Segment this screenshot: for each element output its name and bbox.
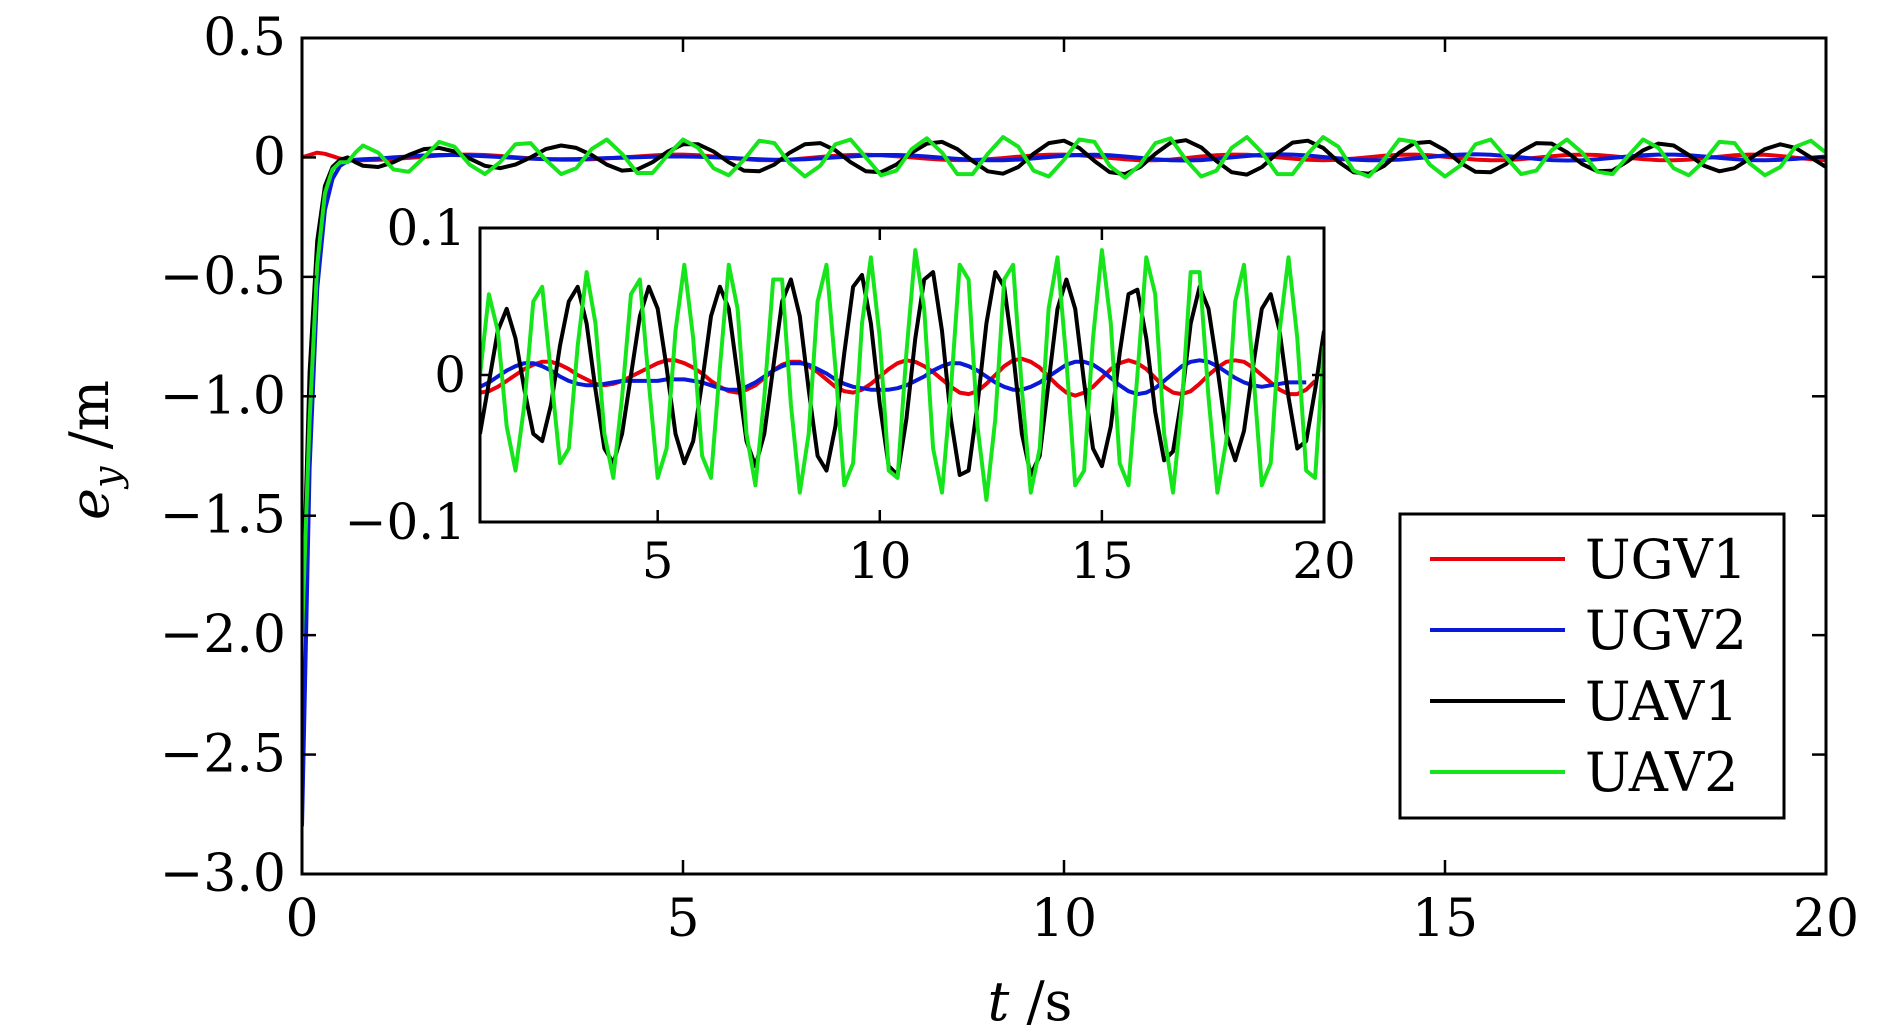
legend: UGV1 UGV2 UAV1 UAV2 (1398, 512, 1786, 820)
legend-label: UGV2 (1585, 599, 1747, 662)
inset-x-tick-label: 5 (642, 532, 674, 590)
inset-series-line-ugv2 (480, 358, 1307, 397)
inset-series-line-uav2 (480, 248, 1324, 502)
main-x-tick-label: 10 (1031, 889, 1097, 949)
main-x-tick-label: 15 (1412, 889, 1478, 949)
main-series-line-uav2 (302, 135, 1826, 636)
inset-x-tick-label: 10 (848, 532, 912, 590)
inset-plot: 5 10 15 20 0.1 0 −0.1 (345, 199, 1356, 590)
inset-x-tick-label: 20 (1292, 532, 1356, 590)
legend-entry-uav2: UAV2 (1430, 741, 1739, 804)
inset-y-tick-label: 0 (434, 346, 466, 404)
main-x-tick-label: 5 (666, 889, 699, 949)
main-x-tick-label: 0 (285, 889, 318, 949)
legend-entry-ugv1: UGV1 (1430, 528, 1747, 591)
main-series-line-uav1 (302, 138, 1826, 636)
legend-box (1398, 512, 1786, 820)
legend-entry-ugv2: UGV2 (1430, 599, 1747, 662)
main-y-tick-label: −2.0 (160, 605, 286, 665)
x-axis-label: t /s (988, 970, 1073, 1032)
main-y-tick-label: 0.5 (203, 8, 286, 68)
inset-x-tick-label: 15 (1070, 532, 1134, 590)
main-x-tick-label: 20 (1793, 889, 1859, 949)
main-y-tick-label: 0 (253, 127, 286, 187)
legend-label: UAV2 (1585, 741, 1739, 804)
inset-y-tick-label: 0.1 (386, 199, 466, 257)
y-axis-label: ey /m (58, 380, 129, 520)
legend-entry-uav1: UAV1 (1430, 670, 1739, 733)
main-y-tick-label: −3.0 (160, 844, 286, 904)
inset-y-tick-label: −0.1 (345, 493, 466, 551)
legend-label: UGV1 (1585, 528, 1747, 591)
main-y-tick-label: −2.5 (160, 725, 286, 785)
main-y-tick-label: −1.0 (160, 366, 286, 426)
axis-labels: t /s ey /m (58, 380, 1072, 1032)
main-y-tick-label: −1.5 (160, 486, 286, 546)
main-y-tick-label: −0.5 (160, 247, 286, 307)
legend-label: UAV1 (1585, 670, 1739, 733)
